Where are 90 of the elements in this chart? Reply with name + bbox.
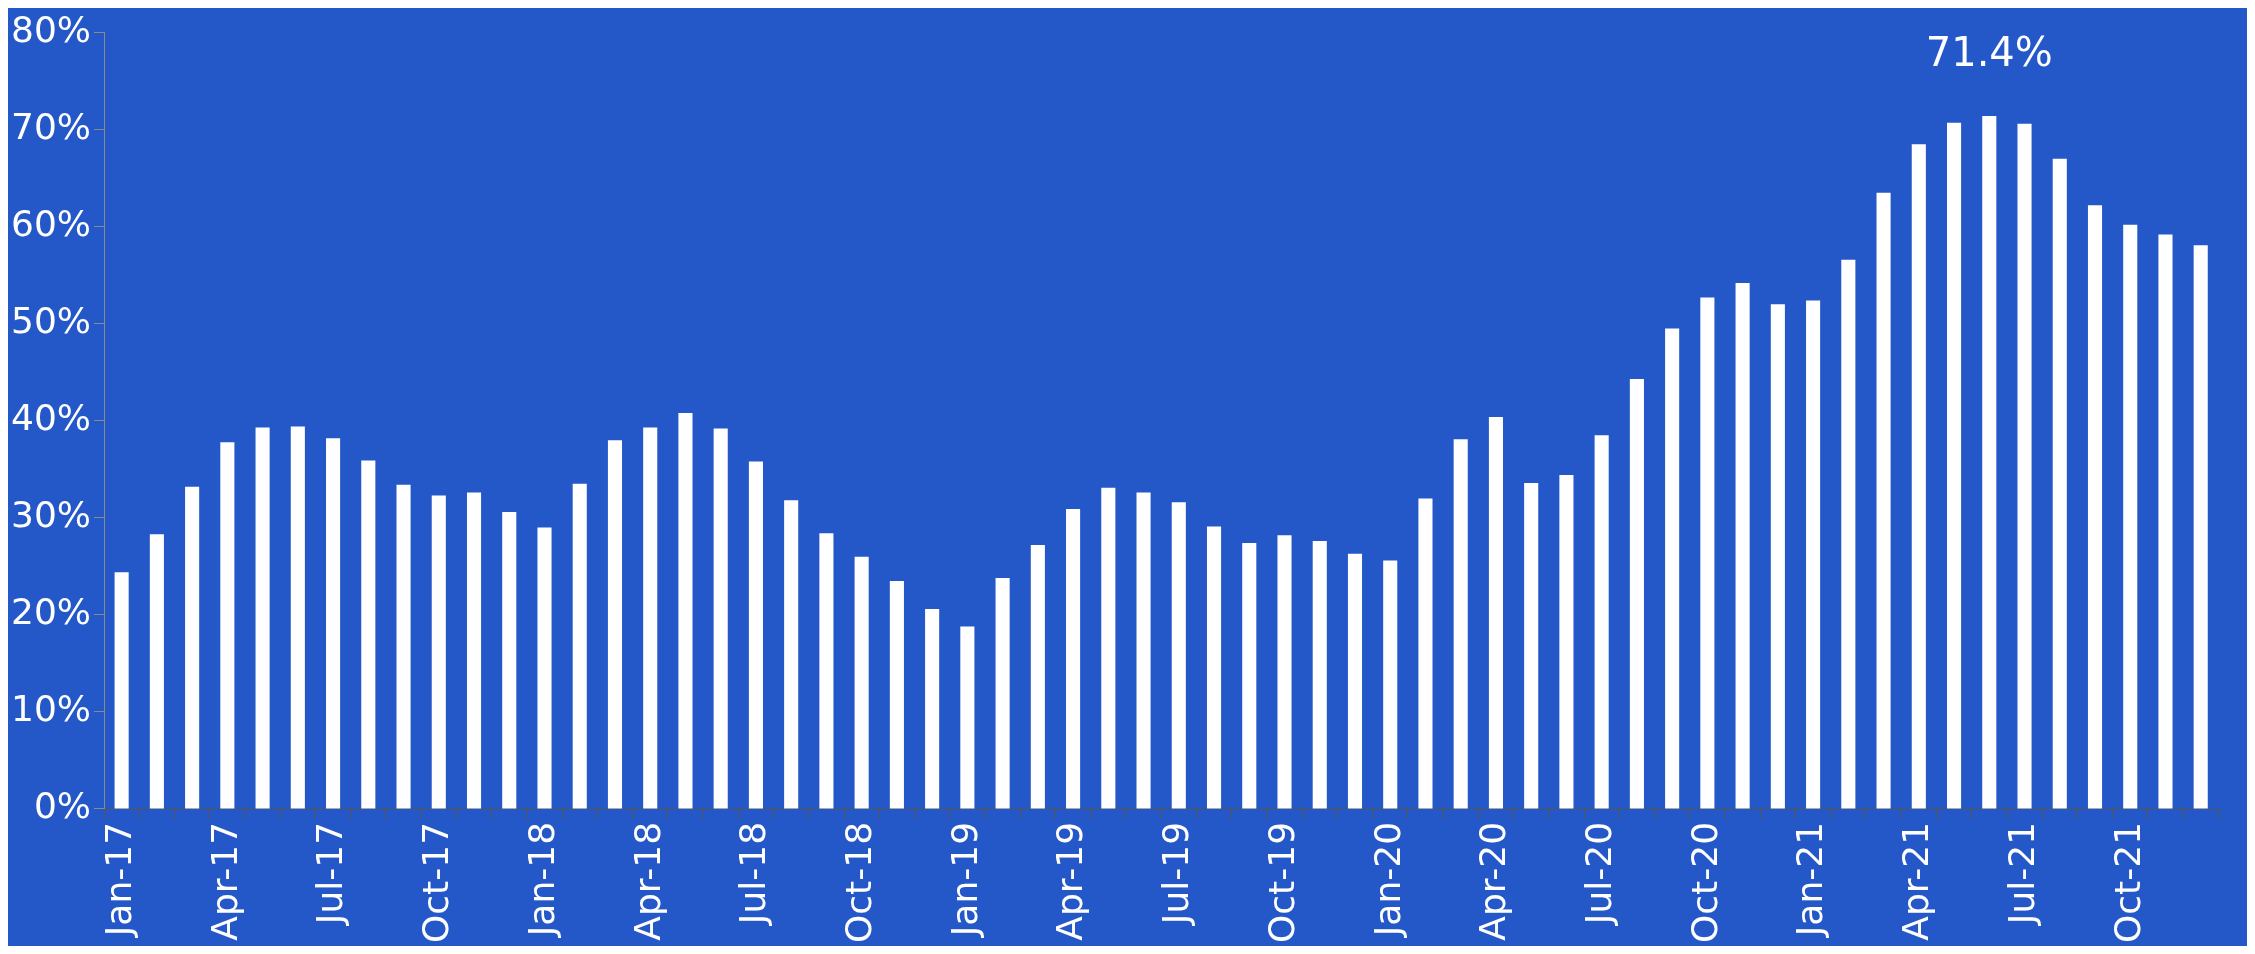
y-tick-label: 0% <box>33 785 92 827</box>
bar <box>1383 560 1398 809</box>
bar <box>1101 487 1116 809</box>
bar <box>1136 492 1151 809</box>
bar <box>255 427 270 809</box>
bar <box>431 495 446 809</box>
bar <box>2017 123 2032 809</box>
y-tick-label: 40% <box>11 397 92 439</box>
bar <box>1030 545 1045 809</box>
bar <box>1453 439 1468 809</box>
bar <box>1911 144 1926 809</box>
x-tick-label: Jul-18 <box>732 821 774 927</box>
y-tick-label: 50% <box>11 300 92 342</box>
bar <box>678 413 693 809</box>
bar <box>995 577 1010 809</box>
bar <box>925 609 940 809</box>
bar <box>1488 416 1503 809</box>
bar <box>643 427 658 809</box>
y-tick-label: 80% <box>11 8 92 50</box>
bar <box>396 484 411 809</box>
x-tick-label: Apr-17 <box>203 821 245 941</box>
bar <box>1876 192 1891 809</box>
bar <box>1594 435 1609 809</box>
bar <box>784 500 799 809</box>
bar <box>1418 498 1433 809</box>
bar <box>2158 234 2173 809</box>
x-tick-label: Jul-21 <box>2000 821 2042 927</box>
bar <box>1841 259 1856 809</box>
bar <box>713 428 728 809</box>
bar <box>1312 541 1327 809</box>
bar <box>1524 482 1539 809</box>
x-tick-label: Jul-19 <box>1155 821 1197 927</box>
bar <box>2087 205 2103 809</box>
bar <box>326 438 341 809</box>
bar <box>1277 535 1292 809</box>
y-tick-label: 10% <box>11 688 92 730</box>
bar <box>1347 553 1363 809</box>
bar <box>1806 300 1821 809</box>
bar <box>1242 543 1257 809</box>
bar <box>466 492 482 809</box>
x-tick-label: Oct-17 <box>415 821 457 943</box>
bar <box>2193 245 2208 809</box>
bar <box>1665 328 1680 809</box>
bar <box>290 426 305 809</box>
data-label: 71.4% <box>1925 29 2053 76</box>
bar <box>1206 526 1222 809</box>
y-tick-label: 60% <box>11 203 92 245</box>
x-tick-label: Apr-19 <box>1049 821 1091 941</box>
bar <box>1171 502 1186 809</box>
bar <box>2052 158 2067 809</box>
bar <box>537 527 552 809</box>
bar <box>819 533 834 809</box>
bar <box>1559 475 1574 809</box>
x-tick-label: Apr-21 <box>1895 821 1937 941</box>
bar <box>1982 116 1997 809</box>
bar <box>607 440 623 809</box>
x-tick-label: Apr-18 <box>626 821 668 941</box>
x-tick-label: Jan-17 <box>97 821 139 939</box>
x-tick-label: Jul-17 <box>309 821 351 927</box>
x-tick-label: Apr-20 <box>1472 821 1514 941</box>
bar <box>960 626 975 809</box>
bar <box>220 442 235 809</box>
bar <box>149 534 164 809</box>
x-tick-label: Jan-20 <box>1366 821 1408 939</box>
bar <box>1770 304 1785 809</box>
x-tick-label: Oct-18 <box>838 821 880 943</box>
x-tick-label: Oct-20 <box>1683 821 1725 943</box>
x-tick-label: Jan-21 <box>1789 821 1831 939</box>
x-tick-label: Oct-19 <box>1260 821 1302 943</box>
y-tick-label: 70% <box>11 106 92 147</box>
bar <box>1629 379 1644 809</box>
bar <box>185 486 200 809</box>
bar <box>1735 282 1750 809</box>
bar <box>114 572 129 809</box>
x-tick-label: Jan-18 <box>520 821 562 939</box>
x-tick-label: Jan-19 <box>943 821 985 939</box>
bar <box>889 580 904 809</box>
bar <box>502 512 517 809</box>
bar <box>748 461 763 809</box>
bar <box>361 460 376 809</box>
y-tick-label: 30% <box>11 494 92 536</box>
bar <box>572 483 587 809</box>
bar <box>1700 297 1715 809</box>
x-tick-label: Oct-21 <box>2106 821 2148 943</box>
x-tick-label: Jul-20 <box>1578 821 1620 927</box>
bar <box>1947 122 1962 809</box>
bar <box>854 556 869 809</box>
bar <box>1066 509 1081 809</box>
bar <box>2123 224 2138 809</box>
y-tick-label: 20% <box>11 591 92 633</box>
